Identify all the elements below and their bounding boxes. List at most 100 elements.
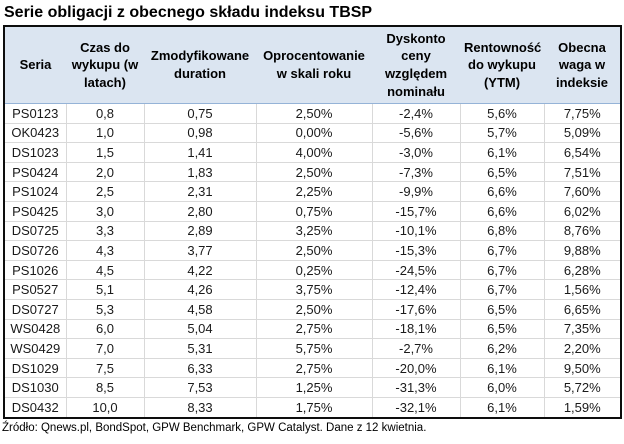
table-row: PS0123 0,8 0,75 2,50% -2,4% 5,6% 7,75% <box>4 103 621 124</box>
cell-oprocentowanie: 4,00% <box>255 142 373 163</box>
cell-zmodyfikowane-duration: 2,89 <box>143 220 257 242</box>
cell-oprocentowanie: 3,25% <box>255 220 373 242</box>
header-rentownosc-ytm: Rentowność do wykupu (YTM) <box>460 26 544 104</box>
cell-dyskonto-ceny: -10,1% <box>371 220 461 242</box>
cell-seria: PS0123 <box>4 103 67 124</box>
table-row: DS1030 8,5 7,53 1,25% -31,3% 6,0% 5,72% <box>4 377 621 398</box>
cell-rentownosc-ytm: 5,6% <box>459 103 545 124</box>
cell-czas-do-wykupu: 1,0 <box>65 122 145 144</box>
cell-zmodyfikowane-duration: 4,58 <box>143 298 257 320</box>
cell-seria: PS1024 <box>4 181 67 202</box>
cell-waga-w-indeksie: 6,54% <box>543 142 621 163</box>
cell-seria: OK0423 <box>4 122 67 144</box>
cell-dyskonto-ceny: -2,4% <box>371 103 461 124</box>
cell-oprocentowanie: 1,25% <box>255 377 373 398</box>
cell-rentownosc-ytm: 6,7% <box>459 279 545 300</box>
cell-oprocentowanie: 2,50% <box>255 298 373 320</box>
cell-czas-do-wykupu: 6,0 <box>65 318 145 340</box>
header-zmodyfikowane-duration: Zmodyfikowane duration <box>144 26 256 104</box>
cell-waga-w-indeksie: 7,35% <box>543 318 621 340</box>
table-row: DS1029 7,5 6,33 2,75% -20,0% 6,1% 9,50% <box>4 357 621 379</box>
cell-oprocentowanie: 2,50% <box>255 103 373 124</box>
cell-seria: PS0425 <box>4 200 67 222</box>
table-header: Seria Czas do wykupu (w latach) Zmodyfik… <box>4 26 621 104</box>
header-czas-do-wykupu: Czas do wykupu (w latach) <box>66 26 144 104</box>
cell-zmodyfikowane-duration: 2,31 <box>143 181 257 202</box>
cell-dyskonto-ceny: -12,4% <box>371 279 461 300</box>
cell-waga-w-indeksie: 2,20% <box>543 338 621 359</box>
table-row: WS0428 6,0 5,04 2,75% -18,1% 6,5% 7,35% <box>4 318 621 340</box>
table-row: PS1026 4,5 4,22 0,25% -24,5% 6,7% 6,28% <box>4 259 621 281</box>
cell-waga-w-indeksie: 7,51% <box>543 161 621 183</box>
cell-rentownosc-ytm: 6,8% <box>459 220 545 242</box>
cell-seria: DS1023 <box>4 142 67 163</box>
cell-waga-w-indeksie: 7,75% <box>543 103 621 124</box>
cell-oprocentowanie: 2,75% <box>255 318 373 340</box>
table-row: PS1024 2,5 2,31 2,25% -9,9% 6,6% 7,60% <box>4 181 621 202</box>
cell-waga-w-indeksie: 5,09% <box>543 122 621 144</box>
cell-waga-w-indeksie: 9,88% <box>543 240 621 261</box>
header-seria: Seria <box>4 26 66 104</box>
cell-seria: DS1029 <box>4 357 67 379</box>
cell-oprocentowanie: 5,75% <box>255 338 373 359</box>
table-row: OK0423 1,0 0,98 0,00% -5,6% 5,7% 5,09% <box>4 122 621 144</box>
cell-dyskonto-ceny: -17,6% <box>371 298 461 320</box>
cell-rentownosc-ytm: 6,1% <box>459 142 545 163</box>
cell-seria: WS0428 <box>4 318 67 340</box>
cell-dyskonto-ceny: -18,1% <box>371 318 461 340</box>
table-row: DS0725 3,3 2,89 3,25% -10,1% 6,8% 8,76% <box>4 220 621 242</box>
cell-zmodyfikowane-duration: 1,41 <box>143 142 257 163</box>
cell-czas-do-wykupu: 1,5 <box>65 142 145 163</box>
cell-dyskonto-ceny: -7,3% <box>371 161 461 183</box>
cell-czas-do-wykupu: 5,1 <box>65 279 145 300</box>
cell-rentownosc-ytm: 6,7% <box>459 240 545 261</box>
cell-oprocentowanie: 2,75% <box>255 357 373 379</box>
cell-waga-w-indeksie: 9,50% <box>543 357 621 379</box>
cell-seria: DS0432 <box>4 396 67 418</box>
cell-rentownosc-ytm: 6,6% <box>459 181 545 202</box>
header-row: Seria Czas do wykupu (w latach) Zmodyfik… <box>4 26 621 104</box>
cell-oprocentowanie: 3,75% <box>255 279 373 300</box>
table-row: DS0726 4,3 3,77 2,50% -15,3% 6,7% 9,88% <box>4 240 621 261</box>
cell-rentownosc-ytm: 6,5% <box>459 161 545 183</box>
cell-rentownosc-ytm: 6,5% <box>459 318 545 340</box>
cell-oprocentowanie: 0,25% <box>255 259 373 281</box>
cell-rentownosc-ytm: 6,6% <box>459 200 545 222</box>
cell-seria: DS0726 <box>4 240 67 261</box>
table-row: DS0432 10,0 8,33 1,75% -32,1% 6,1% 1,59% <box>4 396 621 418</box>
header-dyskonto-ceny: Dyskonto ceny względem nominału <box>372 26 460 104</box>
table-row: PS0527 5,1 4,26 3,75% -12,4% 6,7% 1,56% <box>4 279 621 300</box>
cell-dyskonto-ceny: -15,7% <box>371 200 461 222</box>
cell-czas-do-wykupu: 2,5 <box>65 181 145 202</box>
cell-oprocentowanie: 2,50% <box>255 161 373 183</box>
header-waga-w-indeksie: Obecna waga w indeksie <box>544 26 621 104</box>
cell-waga-w-indeksie: 5,72% <box>543 377 621 398</box>
cell-rentownosc-ytm: 6,2% <box>459 338 545 359</box>
cell-rentownosc-ytm: 6,7% <box>459 259 545 281</box>
cell-waga-w-indeksie: 6,65% <box>543 298 621 320</box>
cell-dyskonto-ceny: -5,6% <box>371 122 461 144</box>
cell-zmodyfikowane-duration: 2,80 <box>143 200 257 222</box>
cell-oprocentowanie: 2,25% <box>255 181 373 202</box>
cell-seria: DS1030 <box>4 377 67 398</box>
cell-czas-do-wykupu: 8,5 <box>65 377 145 398</box>
cell-zmodyfikowane-duration: 1,83 <box>143 161 257 183</box>
cell-dyskonto-ceny: -3,0% <box>371 142 461 163</box>
cell-dyskonto-ceny: -31,3% <box>371 377 461 398</box>
table-row: WS0429 7,0 5,31 5,75% -2,7% 6,2% 2,20% <box>4 338 621 359</box>
cell-zmodyfikowane-duration: 4,22 <box>143 259 257 281</box>
cell-zmodyfikowane-duration: 7,53 <box>143 377 257 398</box>
cell-seria: PS0424 <box>4 161 67 183</box>
cell-rentownosc-ytm: 6,5% <box>459 298 545 320</box>
table-row: PS0425 3,0 2,80 0,75% -15,7% 6,6% 6,02% <box>4 200 621 222</box>
cell-rentownosc-ytm: 6,1% <box>459 396 545 418</box>
table-body: PS0123 0,8 0,75 2,50% -2,4% 5,6% 7,75% OK0423 1,… <box>4 103 621 418</box>
page-title: Serie obligacji z obecnego składu indeks… <box>4 4 373 21</box>
cell-seria: DS0725 <box>4 220 67 242</box>
cell-seria: PS0527 <box>4 279 67 300</box>
bond-table: Seria Czas do wykupu (w latach) Zmodyfik… <box>3 25 622 419</box>
source-note: Źródło: Qnews.pl, BondSpot, GPW Benchmar… <box>2 421 427 434</box>
cell-zmodyfikowane-duration: 5,04 <box>143 318 257 340</box>
cell-czas-do-wykupu: 4,3 <box>65 240 145 261</box>
cell-oprocentowanie: 1,75% <box>255 396 373 418</box>
